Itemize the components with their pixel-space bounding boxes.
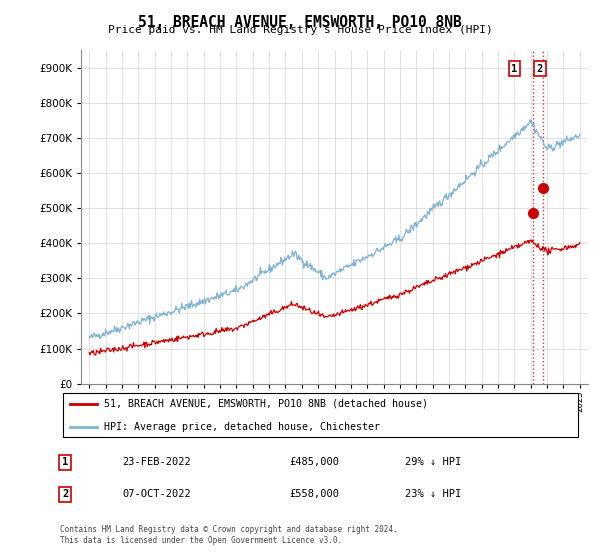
Text: 07-OCT-2022: 07-OCT-2022: [122, 489, 191, 500]
Text: 29% ↓ HPI: 29% ↓ HPI: [404, 457, 461, 467]
FancyBboxPatch shape: [62, 393, 578, 437]
Text: 51, BREACH AVENUE, EMSWORTH, PO10 8NB (detached house): 51, BREACH AVENUE, EMSWORTH, PO10 8NB (d…: [104, 399, 428, 409]
Text: 1: 1: [511, 64, 518, 74]
Text: 51, BREACH AVENUE, EMSWORTH, PO10 8NB: 51, BREACH AVENUE, EMSWORTH, PO10 8NB: [138, 15, 462, 30]
Text: 2: 2: [537, 64, 543, 74]
Text: 23% ↓ HPI: 23% ↓ HPI: [404, 489, 461, 500]
Text: HPI: Average price, detached house, Chichester: HPI: Average price, detached house, Chic…: [104, 422, 380, 432]
Text: Contains HM Land Registry data © Crown copyright and database right 2024.
This d: Contains HM Land Registry data © Crown c…: [60, 525, 398, 545]
Text: 23-FEB-2022: 23-FEB-2022: [122, 457, 191, 467]
Text: £485,000: £485,000: [290, 457, 340, 467]
Text: 2: 2: [62, 489, 68, 500]
Text: £558,000: £558,000: [290, 489, 340, 500]
Text: Price paid vs. HM Land Registry's House Price Index (HPI): Price paid vs. HM Land Registry's House …: [107, 25, 493, 35]
Text: 1: 1: [62, 457, 68, 467]
